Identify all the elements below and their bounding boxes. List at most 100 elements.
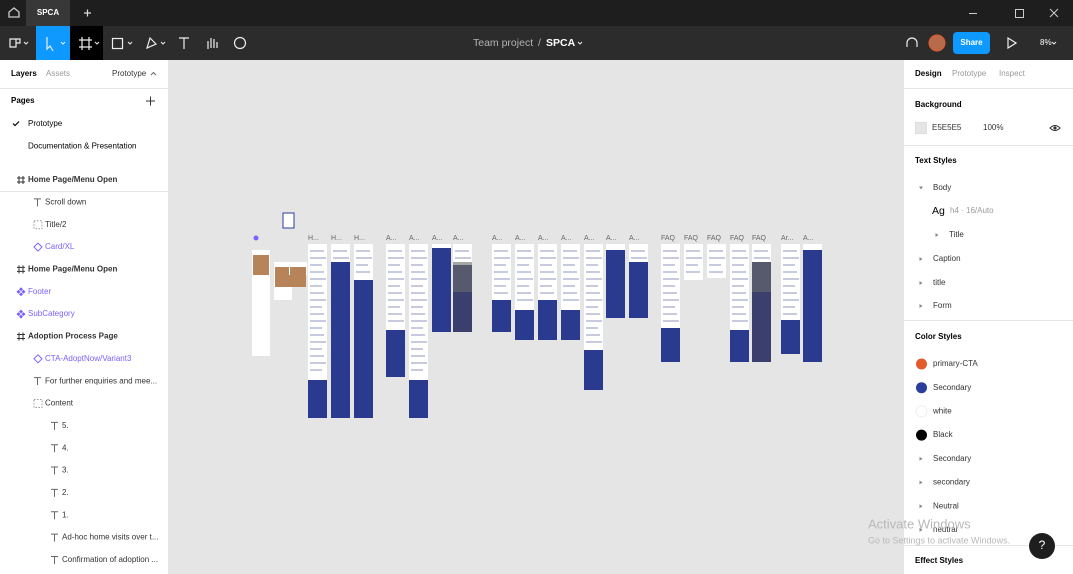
layer-item[interactable]: Title/2 [45, 220, 67, 229]
layer-item[interactable]: Confirmation of adoption ... [62, 555, 158, 564]
layer-item[interactable]: Content [45, 399, 74, 408]
background-hex[interactable]: E5E5E5 [932, 123, 962, 132]
text-icon[interactable] [179, 37, 189, 49]
layer-item[interactable]: CTA-AdoptNow/Variant3 [45, 354, 132, 363]
prototype-page-menu[interactable]: Prototype [112, 69, 147, 78]
main-menu-icon[interactable] [9, 38, 21, 48]
text-style-item[interactable]: title [933, 278, 946, 287]
layer-item[interactable]: Ad-hoc home visits over t... [62, 533, 158, 542]
zoom-level[interactable]: 8% [1040, 38, 1052, 47]
add-page-icon[interactable] [146, 96, 155, 106]
color-style-item[interactable]: neutral [933, 525, 958, 534]
file-name[interactable]: SPCA [546, 37, 576, 49]
color-swatch[interactable] [916, 429, 927, 441]
inspect-tab[interactable]: Inspect [999, 69, 1026, 78]
text-style-item[interactable]: Caption [933, 254, 961, 263]
color-swatch[interactable] [915, 405, 928, 418]
color-swatch[interactable] [916, 358, 927, 370]
layer-item[interactable]: Adoption Process Page [28, 332, 118, 341]
selected-frame[interactable] [282, 212, 295, 229]
layer-item[interactable]: Scroll down [45, 197, 86, 206]
disclosure-icon[interactable] [919, 480, 923, 485]
color-style-item[interactable]: secondary [933, 478, 970, 487]
layer-item[interactable]: 4. [62, 443, 69, 452]
disclosure-icon[interactable] [919, 186, 923, 190]
frame-label[interactable]: FAQ [730, 235, 745, 242]
frame-label[interactable]: FAQ [752, 235, 767, 242]
disclosure-icon[interactable] [919, 304, 923, 308]
new-tab-icon[interactable] [84, 9, 91, 17]
layer-item[interactable]: 5. [62, 421, 69, 430]
maximize-icon[interactable] [1015, 9, 1024, 18]
page-item[interactable]: Documentation & Presentation [28, 142, 137, 151]
color-style-item[interactable]: Secondary [933, 383, 971, 392]
layer-item[interactable]: SubCategory [28, 309, 75, 318]
frame-label[interactable]: A... [561, 235, 572, 242]
home-icon[interactable] [8, 7, 20, 18]
background-swatch[interactable] [915, 122, 927, 134]
move-icon[interactable] [46, 37, 54, 52]
audio-icon[interactable] [906, 37, 918, 47]
layer-item[interactable]: Footer [28, 287, 51, 296]
disclosure-icon[interactable] [935, 233, 939, 237]
frame-thumbnail[interactable] [707, 244, 726, 278]
pen-icon[interactable] [146, 36, 158, 50]
layer-item[interactable]: For further enquiries and mee... [45, 376, 157, 385]
frame-thumbnail[interactable] [409, 244, 428, 418]
frame-label[interactable]: A... [432, 235, 443, 242]
design-tab[interactable]: Design [915, 69, 942, 78]
shape-icon[interactable] [111, 37, 124, 50]
share-button[interactable] [953, 32, 990, 54]
frame-label[interactable]: H... [354, 235, 365, 242]
frame-label[interactable]: A... [409, 235, 420, 242]
frame-label[interactable]: A... [453, 235, 464, 242]
help-button[interactable] [1029, 533, 1055, 559]
frame-label[interactable]: A... [803, 235, 814, 242]
background-opacity[interactable]: 100% [983, 123, 1003, 132]
prototype-tab[interactable]: Prototype [952, 69, 987, 78]
color-style-item[interactable]: Black [933, 430, 954, 439]
frame-label[interactable]: A... [386, 235, 397, 242]
text-style-item[interactable]: Title [949, 230, 964, 239]
disclosure-icon[interactable] [919, 281, 923, 285]
frame-label[interactable]: A... [606, 235, 617, 242]
file-tab[interactable] [26, 0, 70, 26]
frame-label[interactable]: H... [331, 235, 342, 242]
frame-label[interactable]: A... [492, 235, 503, 242]
layer-item[interactable]: Home Page/Menu Open [28, 175, 117, 184]
layer-item[interactable]: Home Page/Menu Open [28, 265, 117, 274]
disclosure-icon[interactable] [919, 257, 923, 261]
comment-icon[interactable] [233, 36, 247, 50]
layer-item[interactable]: 2. [62, 488, 69, 497]
disclosure-icon[interactable] [919, 504, 923, 509]
color-style-item[interactable]: Neutral [933, 501, 959, 510]
color-style-item[interactable]: primary-CTA [933, 359, 978, 368]
frame-label[interactable]: H... [308, 235, 319, 242]
close-icon[interactable] [1049, 8, 1059, 18]
move-tool[interactable] [36, 26, 70, 60]
frame-label[interactable]: A... [584, 235, 595, 242]
frame-thumbnail[interactable] [308, 244, 327, 418]
frame-label[interactable]: A... [538, 235, 549, 242]
visibility-icon[interactable] [1049, 125, 1061, 131]
disclosure-icon[interactable] [919, 456, 923, 461]
project-name[interactable]: Team project [473, 37, 533, 49]
hand-icon[interactable] [207, 38, 218, 49]
frame-label[interactable]: A... [515, 235, 526, 242]
canvas[interactable] [168, 60, 903, 574]
frame-label[interactable]: Ar... [781, 235, 794, 242]
frame-label[interactable]: FAQ [707, 235, 722, 242]
frame-label[interactable]: FAQ [661, 235, 676, 242]
page-item[interactable]: Prototype [28, 119, 63, 128]
frame-icon[interactable] [79, 37, 92, 50]
text-style-item[interactable]: Body [933, 183, 951, 192]
mobile-frame[interactable] [252, 250, 270, 356]
layer-item[interactable]: 1. [62, 510, 69, 519]
text-style-item[interactable]: Form [933, 301, 952, 310]
avatar[interactable] [928, 34, 946, 52]
layer-item[interactable]: Card/XL [45, 242, 75, 251]
layer-item[interactable]: 3. [62, 466, 69, 475]
color-swatch[interactable] [916, 382, 927, 394]
frame-thumbnail[interactable] [684, 244, 703, 280]
frame-label[interactable]: A... [629, 235, 640, 242]
